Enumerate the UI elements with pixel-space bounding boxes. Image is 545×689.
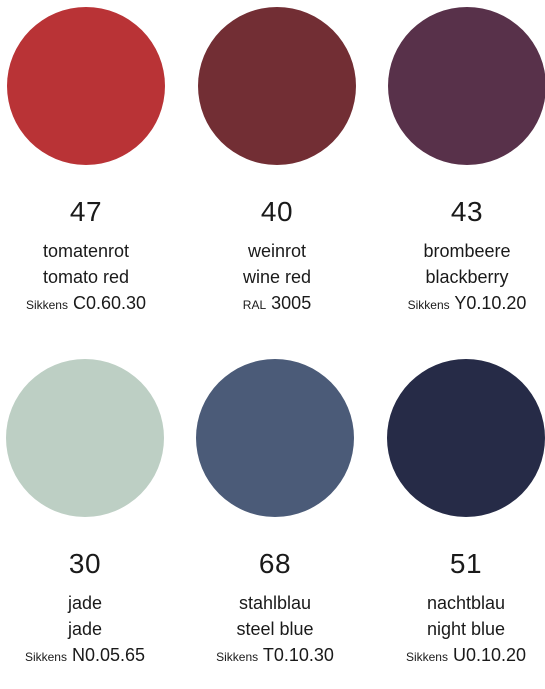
color-name-german: brombeere <box>423 241 511 261</box>
color-circle <box>7 7 165 165</box>
color-name-german: stahlblau <box>238 593 312 613</box>
color-code: Sikkens N0.05.65 <box>0 644 180 668</box>
color-code: RAL 3005 <box>182 292 372 316</box>
color-swatch-night-blue: 51 nachtblau night blue Sikkens U0.10.20 <box>371 359 545 689</box>
color-number: 40 <box>260 196 294 227</box>
color-code-value: N0.05.65 <box>71 645 146 665</box>
color-name-german: tomatenrot <box>42 241 130 261</box>
color-number: 68 <box>258 548 292 579</box>
color-number: 30 <box>68 548 102 579</box>
color-number: 51 <box>449 548 483 579</box>
color-number: 47 <box>69 196 103 227</box>
color-circle <box>387 359 545 517</box>
color-code-value: 3005 <box>271 293 312 313</box>
color-code-system: Sikkens <box>25 298 68 312</box>
color-code-value: C0.60.30 <box>72 293 147 313</box>
color-code-value: U0.10.20 <box>452 645 527 665</box>
color-name-english: blackberry <box>425 267 509 287</box>
color-code-value: Y0.10.20 <box>454 293 527 313</box>
color-circle <box>388 7 545 165</box>
color-code-system: RAL <box>242 298 267 312</box>
color-code: Sikkens U0.10.20 <box>371 644 545 668</box>
color-name-english: jade <box>67 619 103 639</box>
color-code-system: Sikkens <box>405 650 448 664</box>
color-swatch-tomato-red: 47 tomatenrot tomato red Sikkens C0.60.3… <box>0 7 181 337</box>
color-name-german: jade <box>67 593 103 613</box>
color-name-german: nachtblau <box>426 593 506 613</box>
color-name-english: night blue <box>426 619 506 639</box>
color-code: Sikkens C0.60.30 <box>0 292 181 316</box>
color-code-value: T0.10.30 <box>262 645 334 665</box>
color-code-system: Sikkens <box>216 650 259 664</box>
color-swatch-wine-red: 40 weinrot wine red RAL 3005 <box>182 7 372 337</box>
color-name-english: tomato red <box>42 267 130 287</box>
color-name-english: steel blue <box>236 619 314 639</box>
color-code-system: Sikkens <box>24 650 67 664</box>
color-code: Sikkens T0.10.30 <box>180 644 370 668</box>
color-swatch-blackberry: 43 brombeere blackberry Sikkens Y0.10.20 <box>372 7 545 337</box>
color-swatch-jade: 30 jade jade Sikkens N0.05.65 <box>0 359 180 689</box>
color-name-german: weinrot <box>247 241 307 261</box>
color-name-english: wine red <box>242 267 312 287</box>
color-circle <box>6 359 164 517</box>
color-circle <box>198 7 356 165</box>
color-number: 43 <box>450 196 484 227</box>
color-code: Sikkens Y0.10.20 <box>372 292 545 316</box>
color-swatch-steel-blue: 68 stahlblau steel blue Sikkens T0.10.30 <box>180 359 370 689</box>
color-code-system: Sikkens <box>407 298 450 312</box>
color-circle <box>196 359 354 517</box>
